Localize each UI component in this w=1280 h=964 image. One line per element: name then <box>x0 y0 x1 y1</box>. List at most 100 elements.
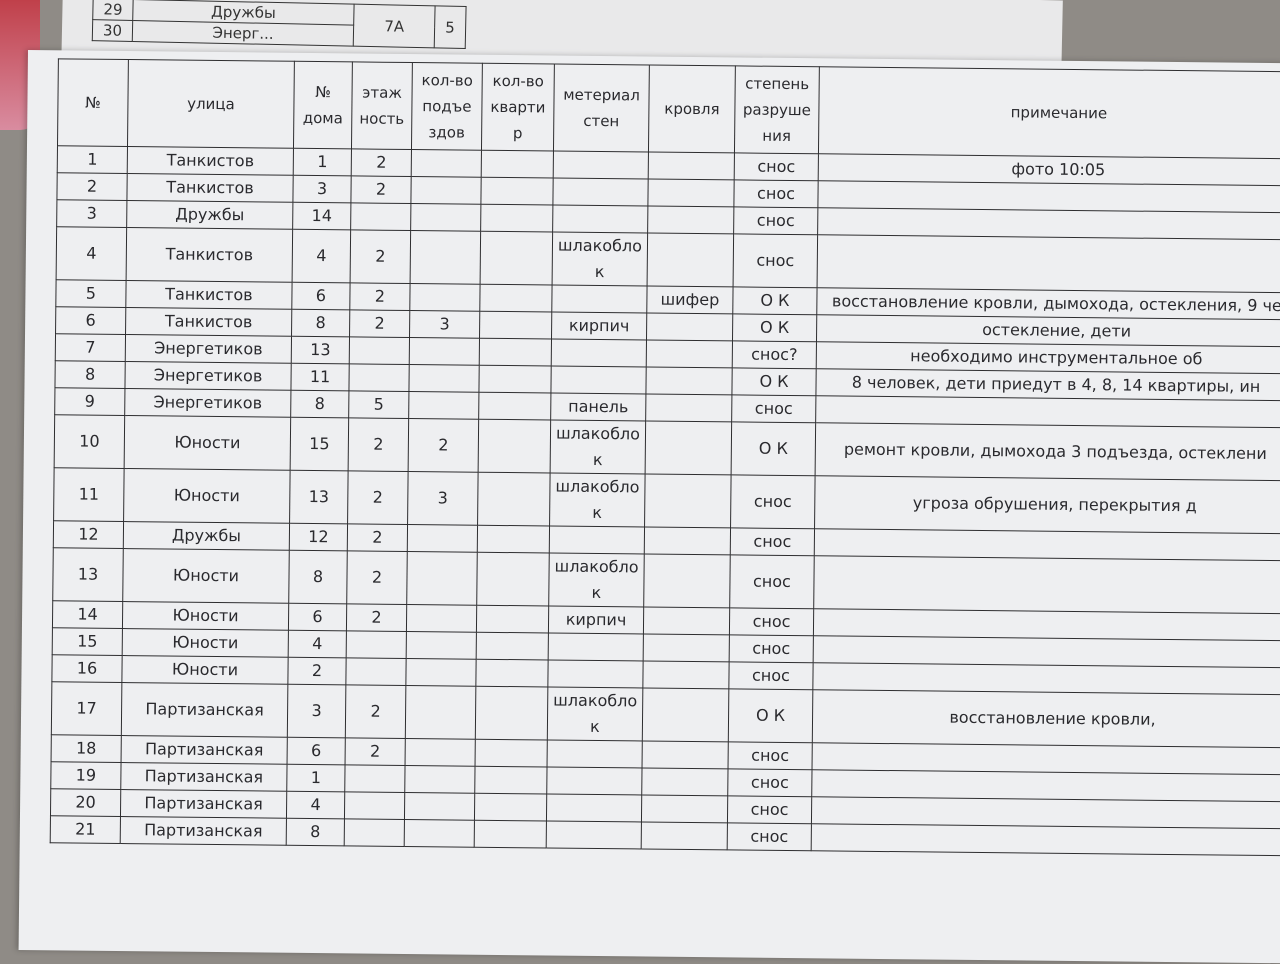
cell-house: 1 <box>293 148 352 176</box>
cell-material: шлакоблок <box>547 686 643 741</box>
cell-status: О К <box>732 313 817 342</box>
cell-status: снос <box>730 474 816 529</box>
cell-house: 14 <box>292 202 351 230</box>
cell-entrances <box>406 604 477 633</box>
cell-house: 6 <box>287 737 346 765</box>
cell-floors: 5 <box>348 390 409 419</box>
cell-floors: 2 <box>346 603 407 632</box>
cell-entrances <box>404 765 476 794</box>
cell-house: 4 <box>292 229 351 283</box>
cell-material: шлакоблок <box>552 232 648 286</box>
cell-roof <box>646 339 733 368</box>
cell-entrances <box>405 658 477 687</box>
cell-floors <box>350 202 411 231</box>
cell-floors: 2 <box>351 148 412 177</box>
cell-entrances <box>404 819 475 848</box>
cell-num: 4 <box>56 226 127 281</box>
cell-floors: 2 <box>349 282 411 311</box>
cell-house: 4 <box>286 791 345 819</box>
cell-material: шлакоблок <box>548 552 645 607</box>
cell-material <box>551 285 648 313</box>
cell-apartments <box>477 525 550 553</box>
cell-house: 8 <box>291 309 350 337</box>
cell-material <box>550 365 647 394</box>
cell-entrances <box>410 203 481 232</box>
cell-entrances: 3 <box>409 310 480 339</box>
cell-num: 9 <box>54 387 125 416</box>
cell-street: Партизанская <box>121 682 288 738</box>
cell-apartments <box>480 204 553 233</box>
back-cell-num: 30 <box>92 19 133 42</box>
cell-status: снос <box>733 206 818 235</box>
cell-floors: 2 <box>350 229 411 284</box>
cell-street: Танкистов <box>125 280 293 310</box>
cell-street: Танкистов <box>126 227 293 283</box>
cell-house: 13 <box>291 336 350 364</box>
cell-roof <box>641 794 728 823</box>
cell-street: Энергетиков <box>124 388 291 418</box>
cell-roof <box>647 232 734 287</box>
header-floors: этаж ность <box>351 61 413 150</box>
cell-floors <box>348 363 410 392</box>
cell-status: О К <box>731 421 816 476</box>
cell-roof <box>644 526 731 555</box>
cell-status: снос <box>729 607 814 636</box>
cell-status: снос <box>727 795 812 824</box>
cell-status: снос <box>728 661 814 690</box>
cell-status: снос <box>727 768 813 797</box>
header-roof: кровля <box>648 65 736 153</box>
cell-num: 20 <box>50 788 121 817</box>
cell-roof <box>647 206 734 234</box>
cell-floors <box>345 657 407 686</box>
cell-roof <box>648 152 735 180</box>
cell-material: панель <box>550 392 646 421</box>
cell-entrances <box>411 149 482 178</box>
cell-roof <box>644 473 732 528</box>
cell-roof <box>645 420 732 475</box>
cell-house: 4 <box>288 630 347 658</box>
cell-num: 7 <box>55 333 126 362</box>
cell-num: 18 <box>51 734 122 763</box>
cell-apartments <box>476 605 549 633</box>
back-cell-floors: 5 <box>434 5 466 49</box>
cell-status: снос <box>728 741 813 770</box>
cell-num: 3 <box>56 199 127 228</box>
cell-status: снос <box>729 554 815 609</box>
cell-note <box>813 555 1280 614</box>
cell-house: 8 <box>288 550 348 604</box>
cell-num: 21 <box>50 815 121 844</box>
cell-street: Юности <box>122 548 290 604</box>
cell-apartments <box>478 419 551 473</box>
cell-apartments <box>476 632 549 660</box>
cell-floors <box>344 818 405 847</box>
cell-street: Энергетиков <box>125 334 292 364</box>
cell-apartments <box>479 284 553 312</box>
cell-roof <box>646 312 733 341</box>
header-material: метериал стен <box>553 64 650 153</box>
cell-material <box>549 525 645 554</box>
cell-roof <box>641 821 728 850</box>
cell-street: Юности <box>123 468 291 524</box>
cell-floors <box>344 764 406 793</box>
cell-material: кирпич <box>551 311 647 340</box>
cell-entrances <box>407 524 478 553</box>
cell-material <box>551 338 647 367</box>
cell-entrances <box>410 230 481 285</box>
cell-house: 15 <box>290 417 349 471</box>
cell-note <box>817 234 1280 293</box>
cell-floors: 2 <box>350 175 412 204</box>
cell-entrances <box>405 685 476 740</box>
cell-apartments <box>475 739 548 767</box>
cell-floors: 2 <box>346 550 408 605</box>
cell-apartments <box>476 552 550 606</box>
cell-material <box>546 793 642 822</box>
cell-entrances <box>408 364 480 393</box>
cell-note: ремонт кровли, дымохода 3 подъезда, осте… <box>815 422 1280 481</box>
cell-status: снос <box>733 179 819 208</box>
cell-material <box>547 739 643 768</box>
cell-roof: шифер <box>646 285 734 314</box>
cell-street: Юности <box>124 415 291 471</box>
cell-apartments <box>474 793 547 821</box>
cell-apartments <box>480 231 553 286</box>
cell-street: Юности <box>122 601 289 631</box>
